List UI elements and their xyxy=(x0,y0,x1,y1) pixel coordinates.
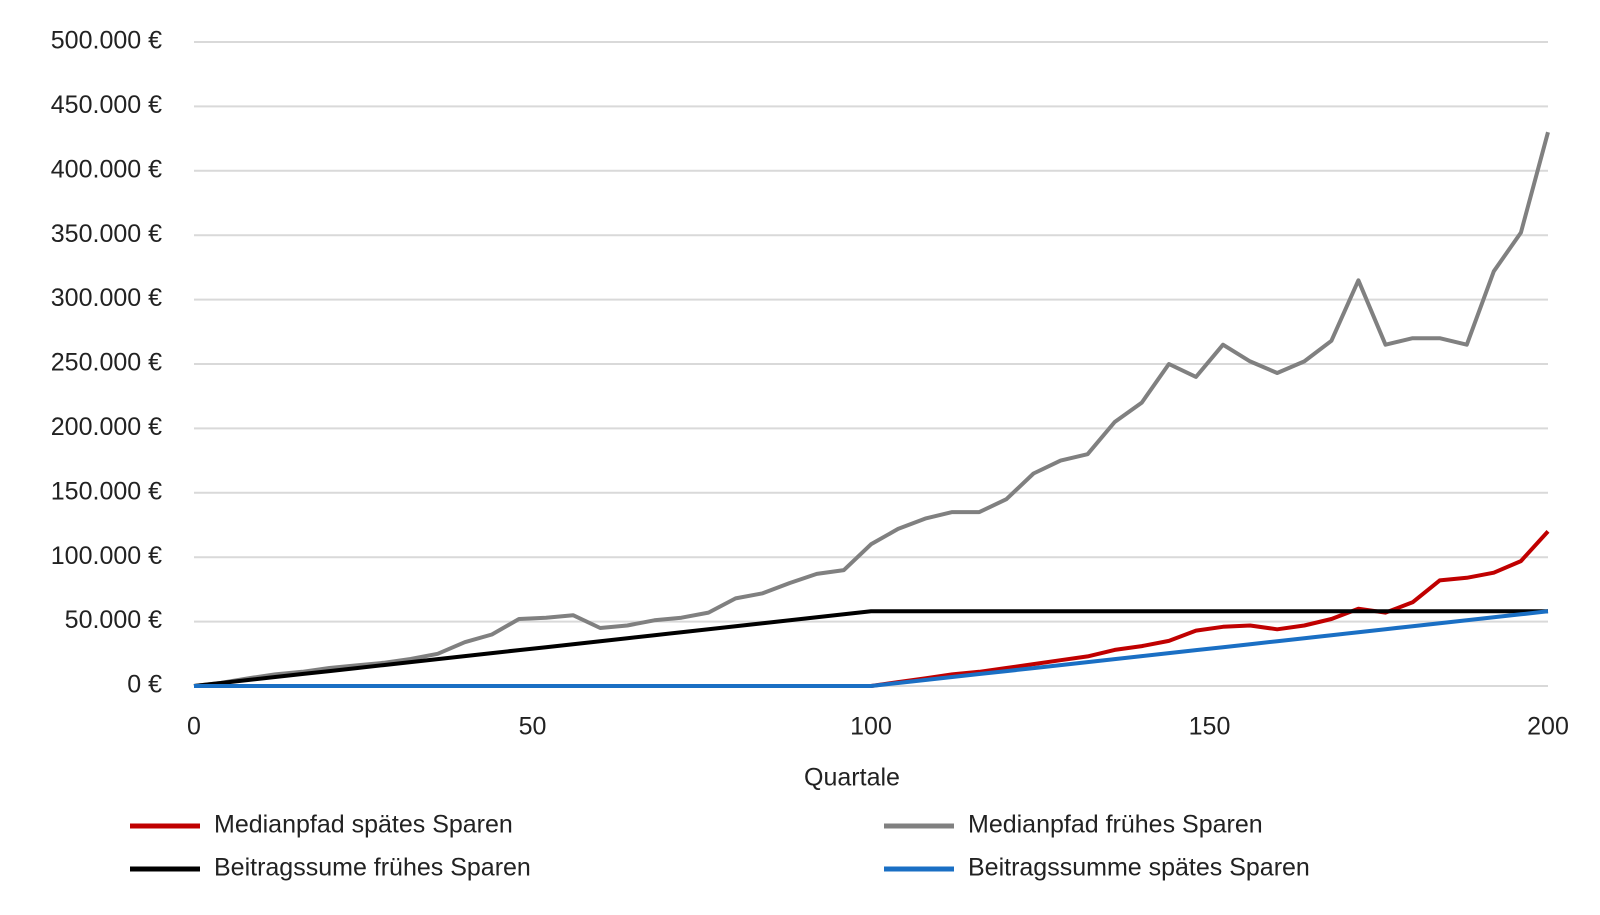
y-tick-label: 200.000 € xyxy=(51,413,162,441)
legend-label: Medianpfad frühes Sparen xyxy=(968,811,1263,839)
y-tick-label: 150.000 € xyxy=(51,477,162,505)
series-line xyxy=(193,609,1548,688)
y-tick-label: 450.000 € xyxy=(51,91,162,119)
legend-label: Medianpfad spätes Sparen xyxy=(214,811,513,839)
y-tick-label: 400.000 € xyxy=(51,155,162,183)
y-tick-label: 350.000 € xyxy=(51,220,162,248)
y-tick-label: 0 € xyxy=(127,671,162,699)
y-tick-label: 250.000 € xyxy=(51,349,162,377)
legend-label: Beitragssume frühes Sparen xyxy=(214,854,531,882)
x-tick-label: 100 xyxy=(850,713,892,741)
series-line xyxy=(193,131,1550,688)
y-tick-label: 300.000 € xyxy=(51,284,162,312)
series-line xyxy=(194,609,1549,688)
x-axis-label: Quartale xyxy=(804,764,900,792)
y-tick-label: 100.000 € xyxy=(51,542,162,570)
y-tick-label: 50.000 € xyxy=(65,606,162,634)
x-tick-label: 200 xyxy=(1527,713,1569,741)
x-tick-label: 150 xyxy=(1189,713,1231,741)
legend-label: Beitragssumme spätes Sparen xyxy=(968,854,1310,882)
y-tick-label: 500.000 € xyxy=(51,27,162,55)
x-tick-label: 50 xyxy=(519,713,547,741)
x-tick-label: 0 xyxy=(187,713,201,741)
